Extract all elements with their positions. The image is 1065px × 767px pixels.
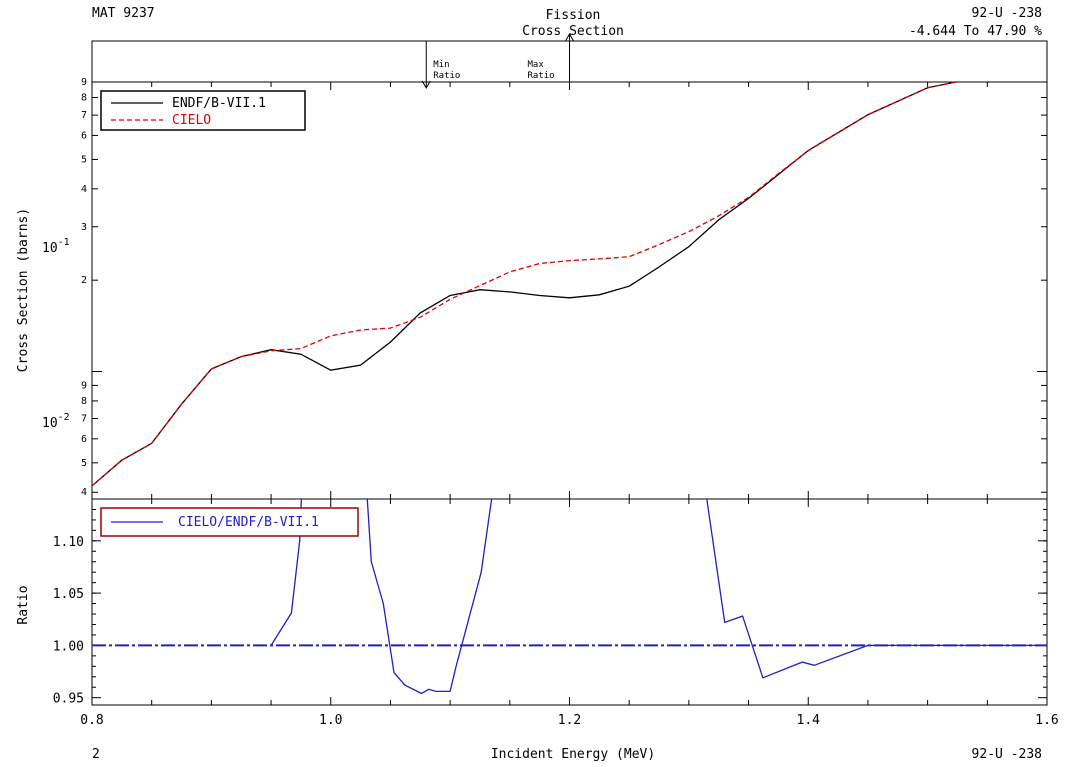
y-minor-tick-label: 8 — [81, 93, 87, 104]
ratio-legend: CIELO/ENDF/B-VII.1 — [100, 507, 359, 537]
plot-title-line1: Fission — [546, 8, 601, 23]
ratio-y-axis-label: Ratio — [16, 585, 31, 624]
ratio-legend-box — [100, 507, 359, 537]
series-line-ratio — [270, 499, 1047, 695]
series-line-endf — [92, 82, 960, 487]
x-tick-label: 1.4 — [797, 713, 821, 728]
plot-title-line2: Cross Section — [522, 24, 624, 39]
legend-label-cielo: CIELO — [172, 113, 211, 128]
min-ratio-label: Min — [433, 60, 449, 70]
legend-box — [100, 90, 306, 131]
legend-label-ratio: CIELO/ENDF/B-VII.1 — [178, 515, 319, 530]
min-ratio-label-2: Ratio — [433, 71, 460, 81]
x-tick-label: 1.6 — [1035, 713, 1058, 728]
ratio-series — [92, 499, 1047, 695]
footer-nuclide: 92-U -238 — [972, 747, 1042, 762]
x-axis-label: Incident Energy (MeV) — [491, 747, 655, 762]
y-minor-tick-label: 4 — [81, 184, 87, 195]
cross-section-ticks: 4 5 6 7 8 9 2 3 4 5 6 7 8 9 — [81, 77, 1048, 499]
y-minor-tick-label: 2 — [81, 275, 87, 286]
y-minor-tick-label: 9 — [81, 77, 87, 88]
ratio-y-tick-label: 1.10 — [53, 535, 84, 550]
cross-section-legend: ENDF/B-VII.1 CIELO — [100, 90, 306, 131]
x-tick-label: 0.8 — [80, 713, 103, 728]
legend-label-endf: ENDF/B-VII.1 — [172, 96, 266, 111]
y-minor-tick-label: 5 — [81, 154, 87, 165]
page-number: 2 — [92, 747, 100, 762]
ratio-strip-markers — [421, 32, 574, 90]
y-minor-tick-label: 7 — [81, 414, 87, 425]
y-minor-tick-label: 5 — [81, 458, 87, 469]
x-tick-labels: 0.8 1.0 1.2 1.4 1.6 — [80, 713, 1058, 728]
y-minor-tick-label: 7 — [81, 110, 87, 121]
ratio-y-tick-label: 1.00 — [53, 639, 84, 654]
ratio-y-tick-label: 0.95 — [53, 692, 84, 707]
max-ratio-label-2: Ratio — [528, 71, 555, 81]
ratio-ticks — [91, 499, 1048, 705]
y-minor-tick-label: 6 — [81, 434, 87, 445]
y-minor-tick-label: 6 — [81, 130, 87, 141]
cross-section-series — [92, 82, 960, 487]
mat-label: MAT 9237 — [92, 6, 155, 21]
y-minor-tick-label: 3 — [81, 222, 87, 233]
x-tick-label: 1.2 — [558, 713, 581, 728]
y-minor-tick-label: 9 — [81, 380, 87, 391]
max-ratio-arrow — [565, 32, 574, 42]
ratio-ytick-labels: 0.95 1.00 1.05 1.10 — [53, 535, 84, 707]
ratio-y-tick-label: 1.05 — [53, 587, 84, 602]
nuclide-label: 92-U -238 — [972, 6, 1042, 21]
y-minor-tick-label: 4 — [81, 487, 87, 498]
min-ratio-arrow — [421, 80, 431, 90]
x-tick-label: 1.0 — [319, 713, 342, 728]
ytick-label-10-1: 10-1 — [42, 237, 70, 256]
ytick-label-10-2: 10-2 — [42, 412, 70, 431]
max-ratio-label: Max — [528, 60, 545, 70]
y-minor-tick-label: 8 — [81, 396, 87, 407]
cross-section-plot-frame — [91, 81, 1048, 500]
ratio-range-label: -4.644 To 47.90 % — [909, 24, 1042, 39]
y-axis-label: Cross Section (barns) — [16, 208, 31, 372]
